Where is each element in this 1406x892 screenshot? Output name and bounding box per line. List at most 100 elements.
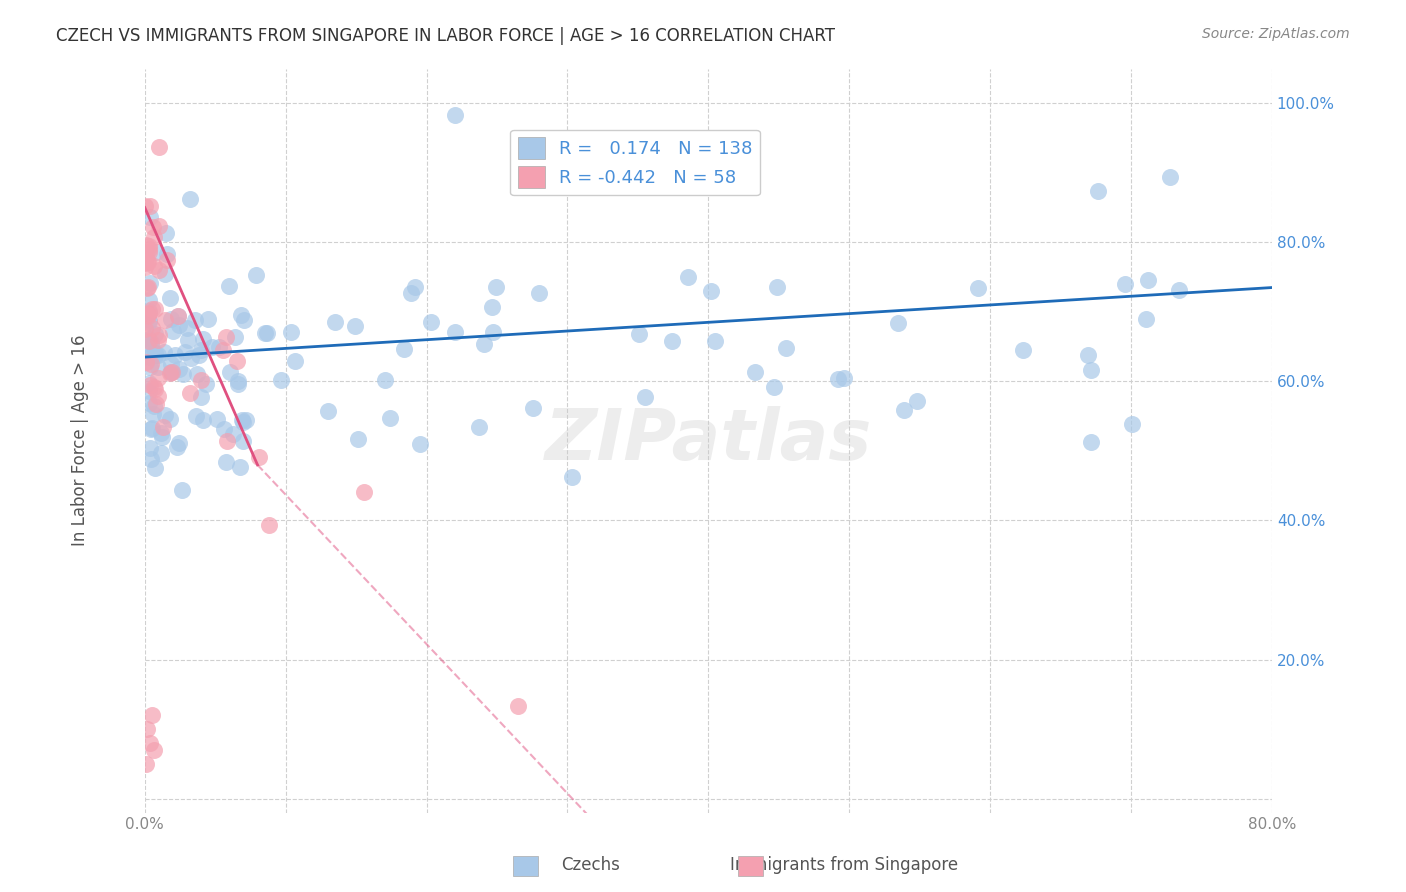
Point xyxy=(212,343,235,357)
Point xyxy=(284,353,307,368)
Point xyxy=(148,219,170,233)
Text: ZIPatlas: ZIPatlas xyxy=(544,406,872,475)
Text: Czechs: Czechs xyxy=(561,856,620,874)
Point xyxy=(967,281,990,295)
Point xyxy=(156,253,179,268)
Point xyxy=(143,345,166,359)
Point xyxy=(627,326,650,341)
Point xyxy=(661,334,683,348)
Point xyxy=(179,385,201,400)
Point xyxy=(152,419,174,434)
Point xyxy=(214,330,236,344)
Point xyxy=(893,402,915,417)
Point xyxy=(201,339,224,353)
Point xyxy=(170,483,193,497)
Point xyxy=(180,351,202,365)
Point xyxy=(138,239,160,253)
Point xyxy=(143,302,166,317)
Point xyxy=(138,360,160,375)
Point xyxy=(232,416,254,430)
Point xyxy=(146,348,169,362)
Point xyxy=(162,365,184,379)
Point xyxy=(135,307,157,321)
Point xyxy=(156,246,179,260)
Point xyxy=(139,422,162,436)
Point xyxy=(139,442,162,456)
Point xyxy=(142,743,165,757)
Point xyxy=(744,365,766,379)
Point xyxy=(138,332,160,346)
Point xyxy=(887,316,910,330)
Point xyxy=(173,345,195,359)
Point xyxy=(143,260,166,274)
Point xyxy=(143,400,166,414)
Point xyxy=(318,404,340,418)
Point xyxy=(142,379,165,393)
Point xyxy=(141,357,163,371)
Point xyxy=(347,432,370,446)
Text: Source: ZipAtlas.com: Source: ZipAtlas.com xyxy=(1202,27,1350,41)
Point xyxy=(135,355,157,369)
Point xyxy=(150,430,173,444)
Point xyxy=(148,333,170,347)
Point xyxy=(212,422,235,436)
Point xyxy=(139,736,162,750)
Y-axis label: In Labor Force | Age > 16: In Labor Force | Age > 16 xyxy=(72,334,89,546)
Point xyxy=(153,267,176,281)
Point xyxy=(256,326,278,341)
Point xyxy=(392,343,415,357)
Point xyxy=(138,313,160,327)
Point xyxy=(827,372,849,386)
Text: CZECH VS IMMIGRANTS FROM SINGAPORE IN LABOR FORCE | AGE > 16 CORRELATION CHART: CZECH VS IMMIGRANTS FROM SINGAPORE IN LA… xyxy=(56,27,835,45)
Point xyxy=(135,249,157,263)
Point xyxy=(205,412,228,426)
Point xyxy=(832,371,855,385)
Point xyxy=(143,461,166,475)
Point xyxy=(374,373,396,387)
Point xyxy=(226,376,249,391)
Point xyxy=(172,368,194,382)
Point xyxy=(444,326,467,340)
Point xyxy=(136,255,159,269)
Point xyxy=(153,313,176,327)
Point xyxy=(1167,283,1189,297)
Point xyxy=(139,334,162,349)
Point xyxy=(905,394,928,409)
Point xyxy=(143,327,166,342)
Point xyxy=(139,452,162,467)
Point xyxy=(142,219,165,234)
Point xyxy=(134,260,156,274)
Point xyxy=(142,230,165,244)
Point xyxy=(167,310,190,324)
Point xyxy=(135,756,157,771)
Point xyxy=(162,324,184,338)
Point xyxy=(1077,348,1099,362)
Point xyxy=(184,312,207,326)
Point xyxy=(467,419,489,434)
Point xyxy=(148,327,170,342)
Point xyxy=(153,345,176,359)
Point xyxy=(141,708,163,723)
Point xyxy=(481,300,503,314)
Point xyxy=(143,382,166,396)
Point xyxy=(138,349,160,363)
Point xyxy=(408,437,430,451)
Point xyxy=(678,269,700,284)
Point xyxy=(138,315,160,329)
Point xyxy=(224,330,246,344)
Point xyxy=(1012,343,1035,357)
Point xyxy=(169,362,191,376)
Point xyxy=(343,318,366,333)
Point xyxy=(145,245,167,260)
Point xyxy=(177,333,200,347)
Point xyxy=(1121,417,1143,432)
Point xyxy=(193,332,215,346)
Point xyxy=(167,318,190,333)
Point xyxy=(138,293,160,307)
Point xyxy=(146,371,169,385)
Point xyxy=(222,427,245,442)
Point xyxy=(184,409,207,424)
Point xyxy=(215,434,238,449)
Point xyxy=(762,380,785,394)
Point xyxy=(1114,277,1136,292)
